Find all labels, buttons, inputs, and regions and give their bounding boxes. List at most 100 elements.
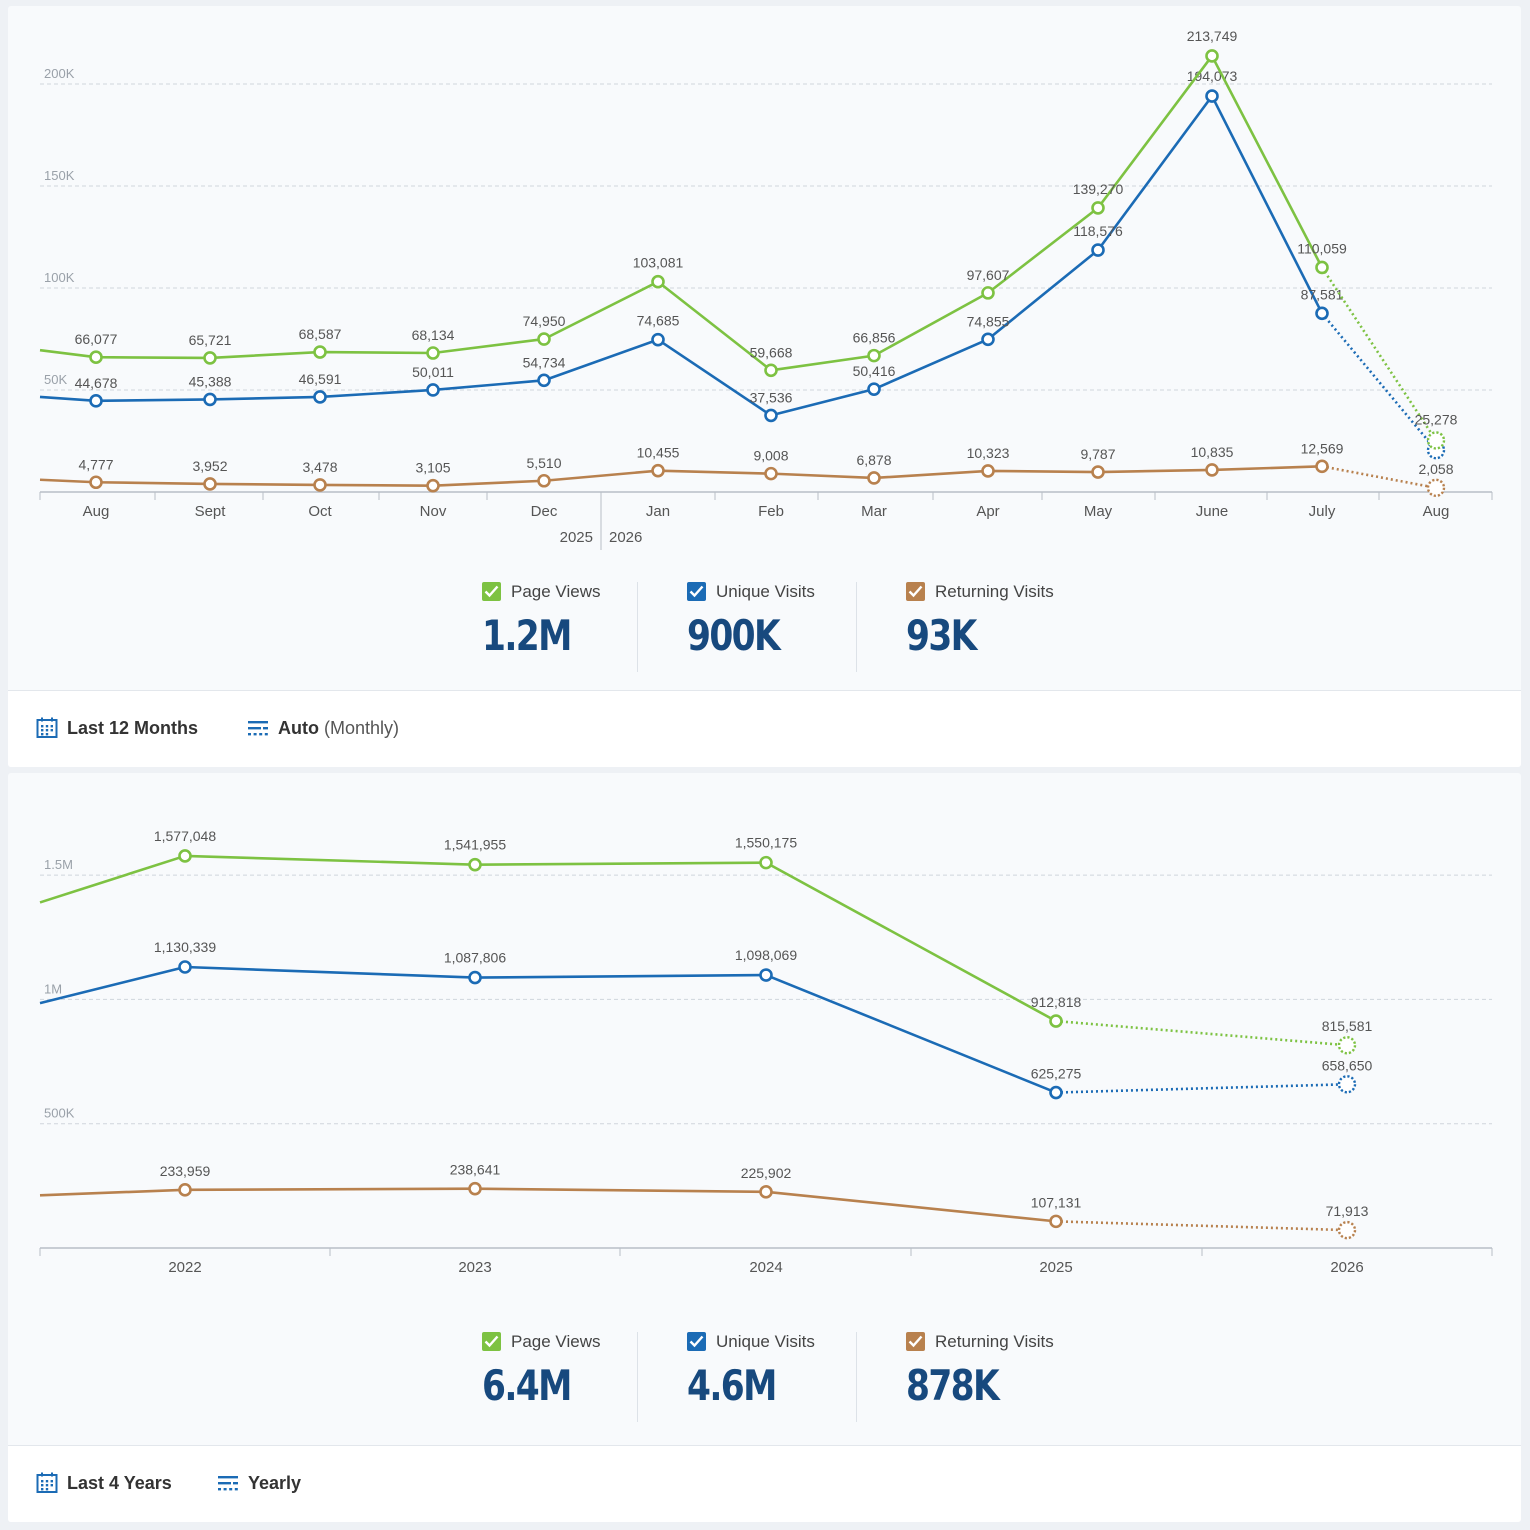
data-label: 46,591 (299, 371, 342, 387)
unique-visits-projected-line (1055, 1082, 1348, 1094)
data-label: 97,607 (967, 267, 1010, 283)
unique-visits-point (759, 968, 773, 982)
summary-value: 4.6M (687, 1361, 777, 1410)
interval-sub-label: (Monthly) (324, 717, 400, 738)
returning-visits-point (981, 464, 995, 478)
data-label: 66,077 (75, 331, 118, 347)
unique-visits-point (1205, 89, 1219, 103)
y-tick-label: 150K (44, 168, 75, 183)
x-tick-label: June (1196, 503, 1229, 520)
date-range-button[interactable]: Last 4 Years (36, 1472, 172, 1494)
year-label: 2026 (609, 529, 642, 546)
interval-button[interactable]: Yearly (217, 1472, 301, 1494)
data-label: 9,008 (753, 448, 788, 464)
calendar-icon (36, 1472, 58, 1493)
legend-label: Page Views (511, 582, 601, 601)
x-tick-label: Nov (420, 503, 447, 520)
y-tick-label: 500K (44, 1106, 75, 1121)
monthly-footer-toolbar: Last 12 Months Auto (Monthly) (8, 690, 1521, 767)
data-label: 1,541,955 (444, 837, 506, 853)
data-label: 225,902 (741, 1165, 792, 1181)
checkbox-checked-icon[interactable] (906, 582, 925, 601)
data-label: 74,855 (967, 313, 1010, 329)
data-label: 658,650 (1322, 1057, 1373, 1073)
page-views-point (313, 345, 327, 359)
x-tick-label: 2025 (1039, 1259, 1072, 1276)
data-label: 68,587 (299, 326, 342, 342)
data-label: 50,011 (412, 364, 454, 380)
interval-label: Auto (278, 717, 319, 738)
data-label: 71,913 (1326, 1203, 1369, 1219)
checkbox-checked-icon[interactable] (482, 582, 501, 601)
y-tick-label: 100K (44, 270, 75, 285)
data-label: 1,098,069 (735, 947, 797, 963)
unique-visits-projected-line (1321, 312, 1437, 452)
returning-visits-point (89, 475, 103, 490)
data-label: 74,685 (637, 313, 680, 329)
y-tick-label: 1.5M (44, 857, 73, 872)
returning-visits-line (39, 465, 1323, 487)
data-label: 103,081 (633, 255, 684, 271)
data-label: 9,787 (1080, 446, 1115, 462)
checkbox-checked-icon[interactable] (687, 1332, 706, 1351)
monthly-chart-panel: 50K 100K 150K 200K Aug Sept Oct Nov Dec Jan Feb Mar… (8, 6, 1521, 767)
checkbox-checked-icon[interactable] (482, 1332, 501, 1351)
data-label: 12,569 (1301, 440, 1344, 456)
returning-visits-point (1205, 463, 1219, 477)
date-range-label: Last 12 Months (67, 717, 199, 738)
data-label: 139,270 (1073, 181, 1124, 197)
yearly-line-chart: 500K 1M 1.5M 2022 2023 2024 2025 2026 233,959 238… (39, 828, 1493, 1276)
x-tick-label: 2023 (458, 1259, 491, 1276)
data-label: 118,576 (1073, 223, 1123, 239)
unique-visits-point (89, 394, 103, 408)
unique-visits-point (468, 970, 482, 985)
data-label: 912,818 (1031, 994, 1082, 1010)
data-label: 233,959 (160, 1163, 211, 1179)
data-label: 50,416 (853, 363, 896, 379)
summary-value: 900K (687, 611, 781, 660)
data-label: 238,641 (450, 1162, 501, 1178)
unique-visits-line (39, 965, 1057, 1094)
interval-lines-icon (248, 721, 268, 736)
unique-visits-point (651, 332, 665, 347)
page-views-point (1091, 201, 1105, 215)
data-label: 37,536 (750, 389, 793, 405)
returning-visits-point (426, 478, 440, 493)
returning-visits-point (178, 1183, 192, 1197)
page-views-line (39, 54, 1324, 372)
legend-divider (637, 1332, 638, 1422)
data-label: 5,510 (526, 455, 561, 471)
legend-divider (856, 1332, 857, 1422)
legend-label: Unique Visits (716, 1332, 815, 1351)
page-views-projected-line (1055, 1019, 1348, 1047)
data-label: 2,058 (1418, 461, 1453, 477)
summary-value: 6.4M (482, 1361, 572, 1410)
returning-visits-point (203, 477, 217, 491)
data-label: 10,323 (967, 445, 1010, 461)
page-views-point (1426, 431, 1446, 450)
data-label: 45,388 (189, 373, 232, 389)
calendar-icon (36, 717, 58, 738)
page-views-point (537, 332, 551, 346)
date-range-button[interactable]: Last 12 Months (36, 717, 198, 739)
unique-visits-point (1091, 243, 1105, 257)
unique-visits-point (981, 332, 995, 347)
data-label: 625,275 (1031, 1066, 1082, 1082)
page-views-point (178, 849, 192, 863)
unique-visits-point (764, 408, 778, 423)
unique-visits-point (178, 960, 192, 974)
checkbox-checked-icon[interactable] (687, 582, 706, 601)
checkbox-checked-icon[interactable] (906, 1332, 925, 1351)
page-views-point (759, 855, 773, 870)
interval-button[interactable]: Auto (Monthly) (247, 717, 399, 739)
summary-value: 878K (906, 1361, 1000, 1410)
x-tick-label: July (1309, 503, 1336, 520)
monthly-line-chart: 50K 100K 150K 200K Aug Sept Oct Nov Dec Jan Feb Mar… (39, 28, 1493, 550)
x-tick-label: Oct (308, 503, 332, 520)
x-tick-label: Feb (758, 503, 784, 520)
legend-divider (637, 582, 638, 672)
legend-label: Returning Visits (935, 582, 1054, 601)
interval-label: Yearly (248, 1472, 302, 1493)
date-range-label: Last 4 Years (67, 1472, 172, 1493)
unique-visits-point (537, 373, 551, 388)
